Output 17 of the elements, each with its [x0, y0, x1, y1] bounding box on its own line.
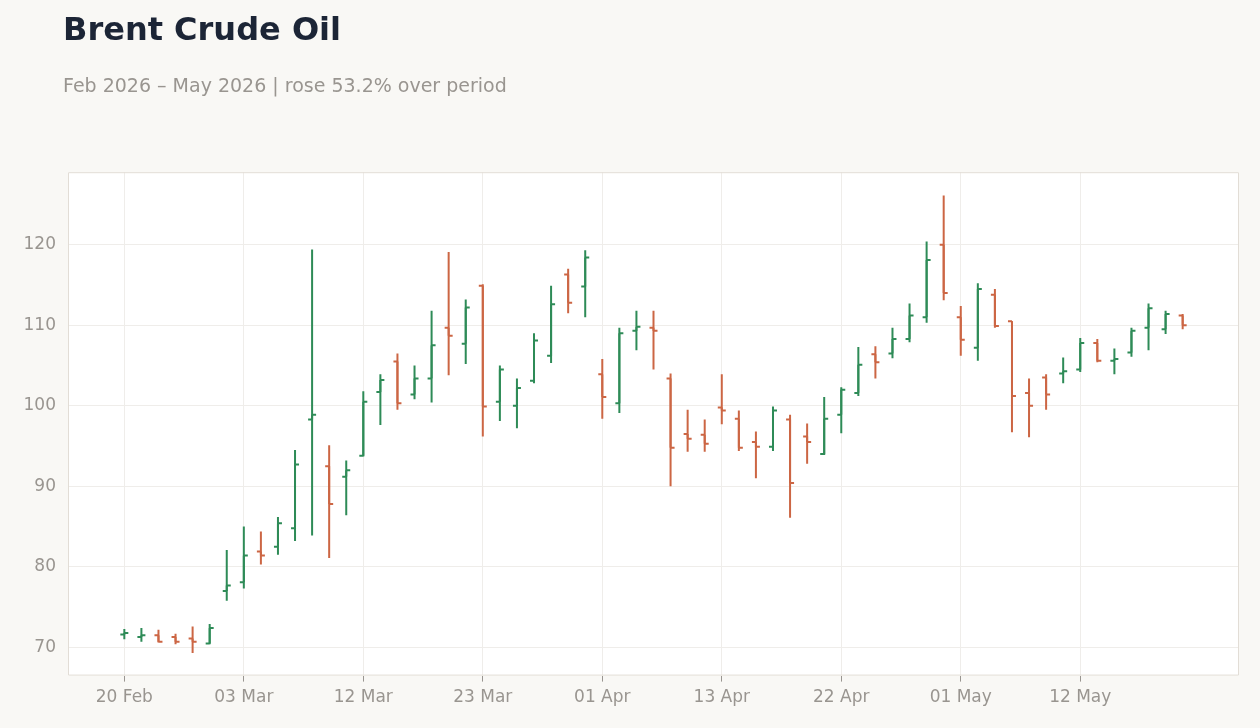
chart-title: Brent Crude Oil [63, 10, 342, 48]
y-tick-label: 80 [34, 555, 56, 576]
x-tick-label: 01 May [929, 686, 992, 707]
y-tick-label: 70 [34, 635, 56, 656]
y-tick-label: 90 [34, 474, 56, 495]
x-tick-label: 13 Apr [693, 686, 751, 707]
x-tick-label: 22 Apr [813, 686, 870, 707]
x-tick-label: 20 Feb [95, 686, 153, 707]
x-tick-label: 12 May [1049, 686, 1112, 707]
x-tick-label: 12 Mar [333, 686, 393, 707]
x-tick-label: 01 Apr [574, 686, 631, 707]
y-tick-label: 120 [23, 233, 56, 254]
x-tick-label: 23 Mar [453, 686, 513, 707]
y-tick-label: 110 [23, 313, 56, 334]
y-tick-label: 100 [23, 394, 56, 415]
chart-subtitle: Feb 2026 – May 2026 | rose 53.2% over period [63, 74, 507, 96]
x-tick-label: 03 Mar [214, 686, 274, 707]
